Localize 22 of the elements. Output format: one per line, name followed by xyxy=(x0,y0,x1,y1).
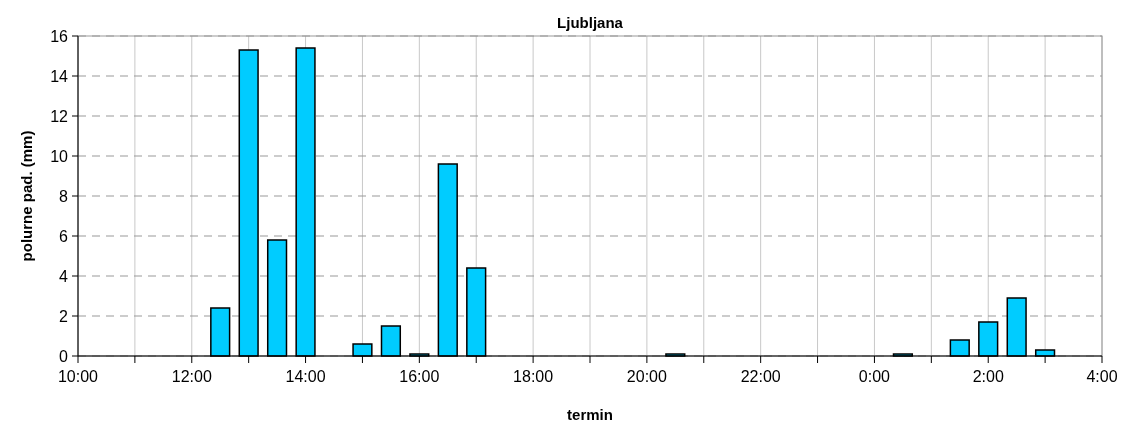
chart-title: Ljubljana xyxy=(557,14,624,31)
y-tick-label: 10 xyxy=(50,147,69,165)
x-tick-label: 18:00 xyxy=(513,368,554,385)
y-tick-label: 2 xyxy=(59,307,69,325)
x-tick-label: 12:00 xyxy=(171,368,212,385)
x-tick-label: 14:00 xyxy=(285,368,326,385)
x-tick-label: 2:00 xyxy=(972,368,1004,385)
x-tick-label: 4:00 xyxy=(1086,368,1118,385)
x-axis-title: termin xyxy=(567,406,613,423)
y-tick-label: 12 xyxy=(50,107,69,125)
y-tick-label: 4 xyxy=(59,267,69,285)
y-tick-label: 14 xyxy=(50,67,69,85)
y-tick-label: 16 xyxy=(50,27,69,45)
x-tick-label: 10:00 xyxy=(57,368,99,385)
y-tick-label: 0 xyxy=(59,347,69,365)
y-tick-label: 6 xyxy=(59,227,69,245)
x-tick-label: 20:00 xyxy=(626,368,668,385)
y-axis-title: polurne pad. (mm) xyxy=(18,130,35,262)
x-tick-label: 0:00 xyxy=(858,368,891,385)
x-tick-label: 22:00 xyxy=(740,368,781,385)
y-tick-label: 8 xyxy=(59,187,69,205)
x-tick-label: 16:00 xyxy=(399,368,440,385)
